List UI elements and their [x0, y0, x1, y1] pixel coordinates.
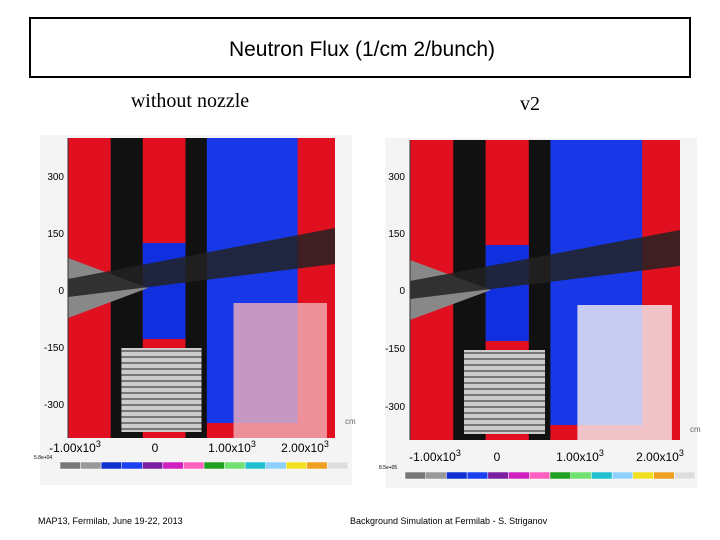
- x-tick-label: 0: [494, 450, 501, 464]
- y-tick-label: -300: [44, 400, 64, 411]
- tick-exponent: 3: [599, 448, 604, 458]
- beam-pipe: [410, 230, 680, 299]
- x-tick-label: 0: [152, 441, 159, 455]
- colorbar-cell: [570, 471, 592, 480]
- scale-min: 8.5e+05: [379, 465, 397, 471]
- y-tick-label: -150: [44, 343, 64, 354]
- colorbar-cell: [404, 471, 426, 480]
- y-tick-label: 150: [47, 229, 64, 240]
- colorbar-cell: [224, 461, 246, 470]
- title-box: [29, 17, 691, 78]
- colorbar-cell: [142, 461, 164, 470]
- y-tick-label: -150: [385, 344, 405, 355]
- panel-label: v2: [520, 93, 540, 115]
- colorbar-cell: [632, 471, 654, 480]
- x-tick-label: 1.00x103: [208, 439, 256, 455]
- colorbar-cell: [529, 471, 551, 480]
- footer-left: MAP13, Fermilab, June 19-22, 2013: [38, 516, 183, 526]
- tick-text: 1.00x10: [208, 441, 251, 455]
- colorbar-cell: [80, 461, 102, 470]
- tick-exponent: 3: [251, 439, 256, 449]
- colorbar-cell: [674, 471, 696, 480]
- tick-exponent: 3: [324, 439, 329, 449]
- colorbar-cell: [162, 461, 184, 470]
- detector-blue: [142, 243, 186, 339]
- colorbar-cell: [425, 471, 447, 480]
- colorbar-cell: [549, 471, 571, 480]
- x-tick-label: 2.00x103: [281, 439, 329, 455]
- y-tick-label: 300: [388, 172, 405, 183]
- shield-stripes: [464, 350, 545, 434]
- colorbar-cell: [183, 461, 205, 470]
- beam-pipe: [68, 228, 335, 297]
- tick-text: 0: [152, 441, 159, 455]
- shield-stripes: [121, 348, 202, 432]
- y-tick-label: 150: [388, 229, 405, 240]
- tick-exponent: 3: [679, 448, 684, 458]
- colorbar-cell: [487, 471, 509, 480]
- colorbar-cell: [306, 461, 328, 470]
- colorbar-cell: [327, 461, 349, 470]
- flux-white: [577, 305, 672, 440]
- unit-label: cm: [690, 425, 701, 434]
- x-tick-label: -1.00x103: [49, 439, 101, 455]
- footer-right: Background Simulation at Fermilab - S. S…: [350, 516, 548, 526]
- tick-text: 0: [494, 450, 501, 464]
- tick-text: -1.00x10: [409, 450, 456, 464]
- y-tick-label: 300: [47, 172, 64, 183]
- colorbar-cell: [611, 471, 634, 480]
- unit-label: cm: [345, 417, 356, 426]
- flux-white: [233, 303, 327, 438]
- colorbar-cell: [203, 461, 225, 470]
- x-tick-label: 2.00x103: [636, 448, 684, 464]
- tick-text: 2.00x10: [636, 450, 679, 464]
- y-tick-label: 0: [58, 286, 64, 297]
- colorbar-cell: [508, 471, 530, 480]
- colorbar-cell: [591, 471, 613, 480]
- colorbar-cell: [265, 461, 287, 470]
- detector-blue: [485, 245, 529, 341]
- colorbar-cell: [244, 461, 266, 470]
- colorbar-cell: [100, 461, 122, 470]
- panel-label: without nozzle: [131, 90, 249, 112]
- scale-min: 5.8e+04: [34, 455, 52, 461]
- colorbar-cell: [59, 461, 81, 470]
- y-tick-label: -300: [385, 402, 405, 413]
- tick-text: 1.00x10: [556, 450, 599, 464]
- tick-exponent: 3: [96, 439, 101, 449]
- colorbar-cell: [121, 461, 143, 470]
- tick-text: 2.00x10: [281, 441, 324, 455]
- x-tick-label: -1.00x103: [409, 448, 461, 464]
- y-tick-label: 0: [399, 286, 405, 297]
- slide-title: Neutron Flux (1/cm 2/bunch): [229, 38, 495, 61]
- colorbar-cell: [286, 461, 308, 470]
- colorbar-cell: [466, 471, 489, 480]
- x-tick-label: 1.00x103: [556, 448, 604, 464]
- tick-exponent: 3: [456, 448, 461, 458]
- colorbar-cell: [653, 471, 675, 480]
- tick-text: -1.00x10: [49, 441, 96, 455]
- colorbar-cell: [446, 471, 468, 480]
